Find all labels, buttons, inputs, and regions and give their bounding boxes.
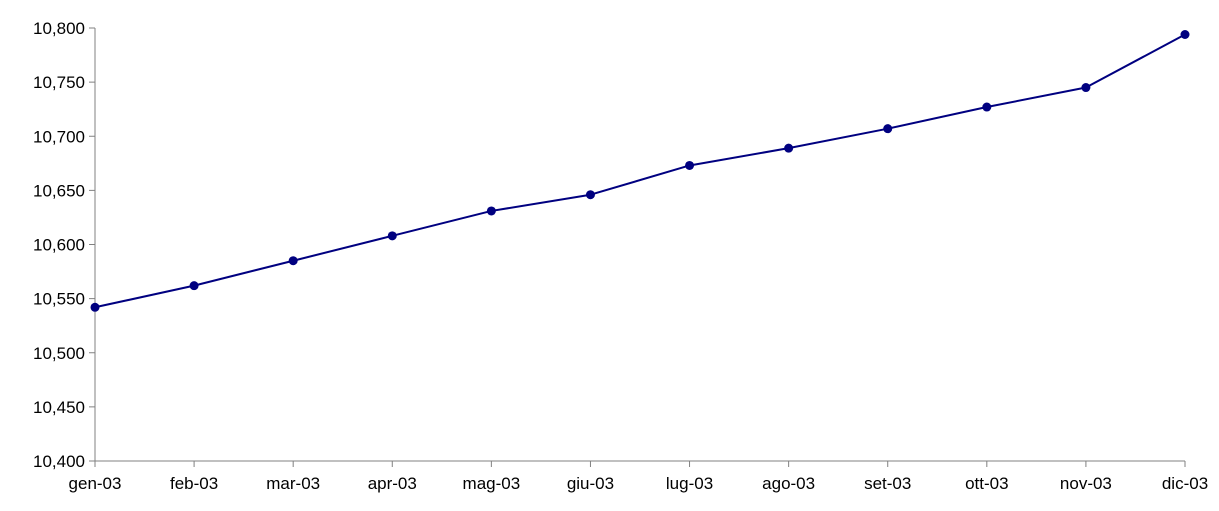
x-axis: gen-03 feb-03 mar-03 apr-03 mag-03 giu-03 lug-… [69,460,1208,493]
y-tick-label: 10,500 [33,344,85,363]
data-point [1180,29,1190,39]
x-tick-label: apr-03 [368,474,417,493]
y-tick-label: 10,450 [33,398,85,417]
data-point [685,160,695,170]
data-point [288,256,298,266]
x-tick-label: mag-03 [463,474,521,493]
data-point [90,302,100,312]
series-line [94,33,1186,309]
series-lines [94,33,1186,309]
data-point [585,190,595,200]
x-tick-label: lug-03 [666,474,713,493]
x-tick-label: ott-03 [965,474,1008,493]
x-tick-label: set-03 [864,474,911,493]
y-tick-label: 10,800 [33,19,85,38]
data-point [784,143,794,153]
data-point [486,206,496,216]
y-tick-label: 10,550 [33,290,85,309]
data-point [1081,83,1091,93]
y-tick-label: 10,750 [33,73,85,92]
y-axis: 10,400 10,450 10,500 10,550 10,600 10,650 10,7… [33,19,96,471]
x-tick-label: ago-03 [762,474,815,493]
y-tick-label: 10,400 [33,452,85,471]
x-tick-label: gen-03 [69,474,122,493]
x-tick-label: giu-03 [567,474,614,493]
x-tick-label: feb-03 [170,474,218,493]
data-point [189,281,199,291]
data-points [90,29,1190,312]
data-point [883,124,893,134]
data-point [387,231,397,241]
x-tick-label: nov-03 [1060,474,1112,493]
y-tick-label: 10,700 [33,127,85,146]
y-tick-label: 10,600 [33,236,85,255]
x-tick-label: dic-03 [1162,474,1208,493]
data-point [982,102,992,112]
x-tick-label: mar-03 [266,474,320,493]
y-tick-label: 10,650 [33,181,85,200]
